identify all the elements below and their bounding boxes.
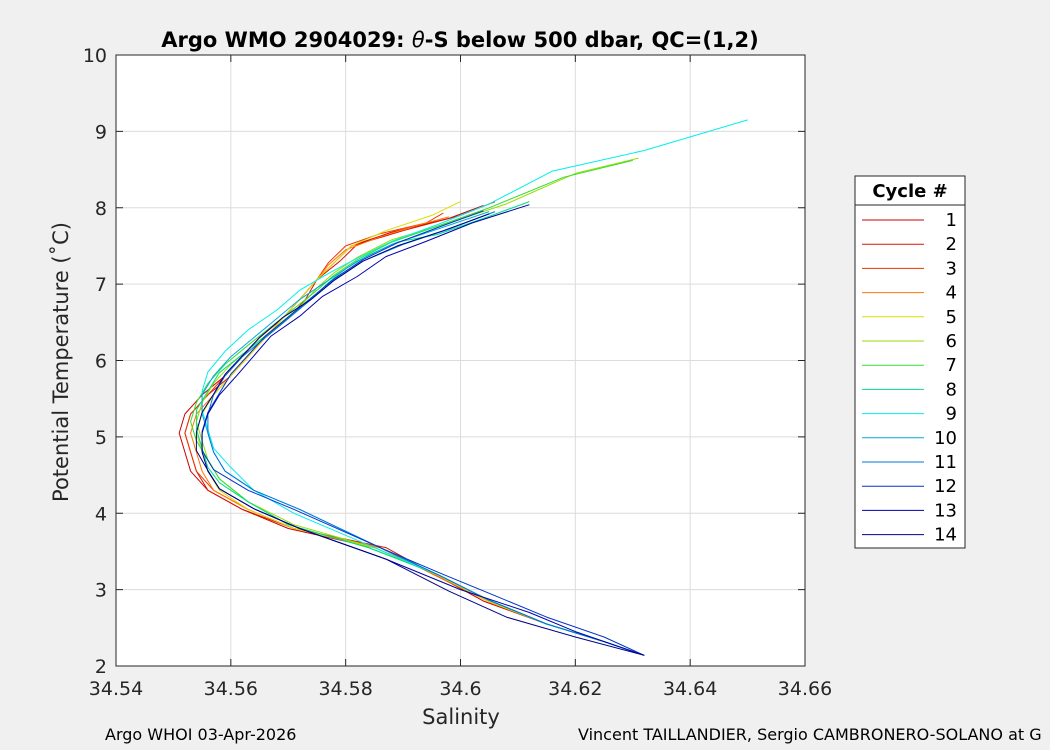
x-tick-label: 34.6: [439, 678, 481, 700]
series-lines: [178, 119, 748, 656]
x-axis-label: Salinity: [422, 705, 500, 729]
y-tick-label: 3: [95, 580, 107, 602]
y-tick-labels: 2 3 4 5 6 7 8 9 10: [83, 45, 107, 678]
legend-label-cycle-9: 9: [946, 404, 957, 425]
series-line-cycle-14: [195, 213, 645, 656]
y-tick-label: 7: [95, 274, 107, 296]
legend-title: Cycle #: [872, 181, 947, 202]
series-line-cycle-13: [201, 204, 645, 656]
x-tick-label: 34.56: [204, 678, 258, 700]
legend-label-cycle-5: 5: [946, 307, 957, 328]
legend-label-cycle-8: 8: [946, 379, 957, 400]
footer-right: Vincent TAILLANDIER, Sergio CAMBRONERO-S…: [578, 725, 1042, 744]
x-tick-label: 34.66: [778, 678, 832, 700]
legend-label-cycle-11: 11: [934, 452, 957, 473]
legend-label-cycle-10: 10: [934, 428, 957, 449]
legend-label-cycle-1: 1: [946, 210, 957, 231]
legend-label-cycle-2: 2: [946, 234, 957, 255]
legend-label-cycle-6: 6: [946, 331, 957, 352]
legend-label-cycle-12: 12: [934, 476, 957, 497]
y-tick-label: 9: [95, 121, 107, 143]
legend-label-cycle-7: 7: [946, 355, 957, 376]
chart-title: Argo WMO 2904029: θ-S below 500 dbar, QC…: [161, 28, 758, 52]
y-tick-label: 8: [95, 198, 107, 220]
y-tick-label: 10: [83, 45, 107, 67]
y-tick-label: 5: [95, 427, 107, 449]
legend-label-cycle-13: 13: [934, 500, 957, 521]
x-tick-label: 34.58: [318, 678, 372, 700]
ticks: [115, 54, 806, 667]
x-tick-labels: 34.54 34.56 34.58 34.6 34.62 34.64 34.66: [89, 678, 832, 700]
y-axis-label: Potential Temperature (˚C): [49, 222, 73, 502]
legend-label-cycle-3: 3: [946, 258, 957, 279]
x-tick-label: 34.54: [89, 678, 143, 700]
footer-left: Argo WHOI 03-Apr-2026: [105, 725, 297, 744]
series-line-cycle-12: [201, 210, 645, 656]
y-tick-label: 2: [95, 656, 107, 678]
x-tick-label: 34.64: [663, 678, 717, 700]
x-tick-label: 34.62: [548, 678, 602, 700]
y-tick-label: 6: [95, 351, 107, 373]
y-tick-label: 4: [95, 503, 107, 525]
grid: [116, 55, 805, 666]
legend-label-cycle-14: 14: [934, 525, 957, 546]
legend-label-cycle-4: 4: [946, 283, 957, 304]
